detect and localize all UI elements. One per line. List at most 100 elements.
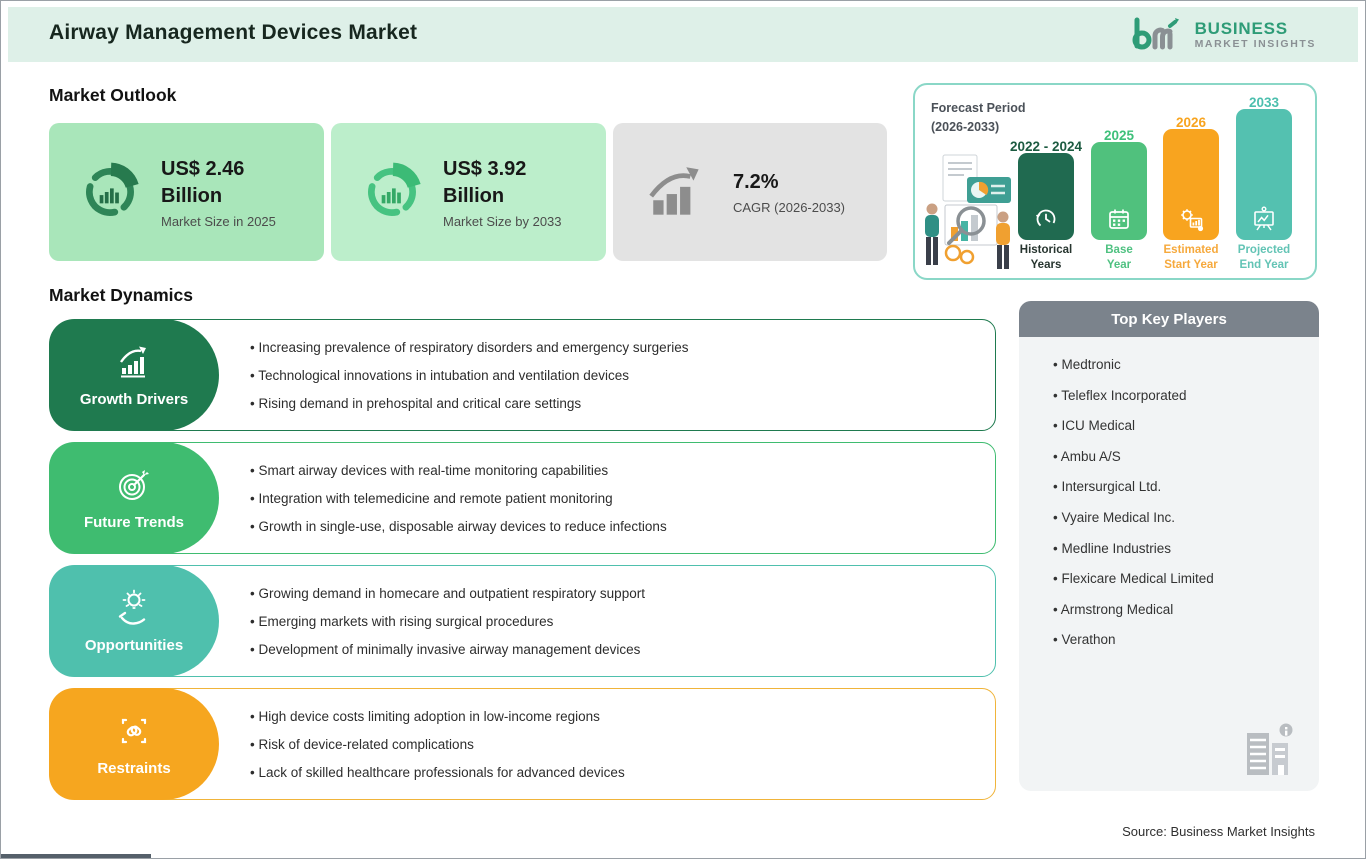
- stat-card-market-size-2033: US$ 3.92 Billion Market Size by 2033: [331, 123, 606, 261]
- header-band: Airway Management Devices Market BUSINES…: [8, 7, 1358, 62]
- bullet-item: Rising demand in prehospital and critica…: [250, 396, 981, 411]
- key-player-item: Flexicare Medical Limited: [1053, 571, 1319, 602]
- company-buildings-icon: [1247, 723, 1293, 775]
- target-icon: [119, 470, 149, 500]
- dynamics-row-opportunities: Growing demand in homecare and outpatien…: [49, 565, 996, 677]
- forecast-year-label: 2026: [1175, 115, 1207, 130]
- market-dynamics-heading: Market Dynamics: [49, 285, 193, 305]
- chain-link-icon: [121, 718, 147, 744]
- page-title: Airway Management Devices Market: [49, 21, 418, 44]
- idea-hand-icon: [118, 589, 146, 625]
- forecast-year-label: 2022 - 2024: [1009, 139, 1083, 154]
- stat-caption: CAGR (2026-2033): [733, 200, 845, 215]
- caption-line2: Years: [1030, 258, 1062, 271]
- forecast-bar-caption: Estimated Start Year: [1146, 243, 1236, 272]
- caption-line1: Base: [1105, 244, 1133, 257]
- bullet-item: Development of minimally invasive airway…: [250, 642, 981, 657]
- brand-line2: MARKET INSIGHTS: [1194, 37, 1316, 50]
- key-player-item: ICU Medical: [1053, 418, 1319, 449]
- dynamics-row-restraints: High device costs limiting adoption in l…: [49, 688, 996, 800]
- forecast-bar-caption: Projected End Year: [1219, 243, 1309, 272]
- caption-line1: Estimated: [1163, 244, 1219, 257]
- caption-line2: Year: [1106, 258, 1132, 271]
- key-player-item: Medtronic: [1053, 357, 1319, 388]
- stat-value-line1: 7.2%: [733, 171, 779, 193]
- bullet-item: Increasing prevalence of respiratory dis…: [250, 340, 981, 355]
- opportunities-bullets: Growing demand in homecare and outpatien…: [129, 565, 996, 677]
- forecast-bar-caption: Historical Years: [1001, 243, 1091, 272]
- calendar-icon: [1109, 209, 1129, 229]
- top-key-players-heading: Top Key Players: [1019, 301, 1319, 337]
- forecast-label-line2: (2026-2033): [931, 119, 1000, 134]
- section-label: Growth Drivers: [79, 391, 189, 408]
- future-trends-bullets: Smart airway devices with real-time moni…: [129, 442, 996, 554]
- brand-wordmark: BUSINESS MARKET INSIGHTS: [1195, 20, 1316, 50]
- stat-text: 7.2% CAGR (2026-2033): [733, 169, 845, 215]
- forecast-bar-historical: [1018, 153, 1074, 240]
- restraints-bullets: High device costs limiting adoption in l…: [129, 688, 996, 800]
- forecast-bar-caption: Base Year: [1074, 243, 1164, 272]
- key-player-item: Armstrong Medical: [1053, 602, 1319, 633]
- history-clock-icon: [1036, 209, 1056, 229]
- caption-line2: Start Year: [1164, 258, 1218, 271]
- forecast-period-panel: Forecast Period (2026-2033) 2022 - 2024: [913, 83, 1317, 280]
- stat-caption: Market Size by 2033: [443, 213, 562, 229]
- stat-caption: Market Size in 2025: [161, 213, 276, 229]
- key-players-list: Medtronic Teleflex Incorporated ICU Medi…: [1053, 357, 1319, 663]
- key-player-item: Teleflex Incorporated: [1053, 388, 1319, 419]
- bullet-item: Growing demand in homecare and outpatien…: [250, 586, 981, 601]
- stat-text: US$ 3.92 Billion Market Size by 2033: [443, 156, 562, 229]
- key-player-item: Verathon: [1053, 632, 1319, 663]
- caption-line1: Projected: [1237, 244, 1291, 257]
- bullet-item: High device costs limiting adoption in l…: [250, 709, 981, 724]
- key-player-item: Medline Industries: [1053, 541, 1319, 572]
- bullet-item: Risk of device-related complications: [250, 737, 981, 752]
- bullet-item: Lack of skilled healthcare professionals…: [250, 765, 981, 780]
- forecast-bar-projected: [1236, 109, 1292, 240]
- key-player-item: Ambu A/S: [1053, 449, 1319, 480]
- stat-value-line1: US$ 3.92: [443, 157, 527, 180]
- section-label: Opportunities: [84, 637, 184, 654]
- section-label: Future Trends: [83, 514, 184, 531]
- bullet-item: Smart airway devices with real-time moni…: [250, 463, 981, 478]
- forecast-bar-base: [1091, 142, 1147, 240]
- forecast-year-label: 2033: [1248, 95, 1280, 110]
- growth-drivers-pill: Growth Drivers: [49, 319, 219, 431]
- forecast-bar-estimated: [1163, 129, 1219, 240]
- future-trends-pill: Future Trends: [49, 442, 219, 554]
- brand-logo: BUSINESS MARKET INSIGHTS: [1129, 14, 1316, 56]
- growth-arrow-icon: [649, 167, 699, 215]
- dynamics-row-future-trends: Smart airway devices with real-time moni…: [49, 442, 996, 554]
- gear-chart-icon: [1181, 209, 1204, 232]
- stat-card-cagr: 7.2% CAGR (2026-2033): [613, 123, 887, 261]
- opportunities-pill: Opportunities: [49, 565, 219, 677]
- brand-line1: BUSINESS: [1194, 19, 1288, 39]
- key-player-item: Vyaire Medical Inc.: [1053, 510, 1319, 541]
- bmi-logo-icon: [1132, 17, 1179, 50]
- stat-value-line2: Billion: [161, 184, 223, 207]
- top-key-players-panel: Top Key Players Medtronic Teleflex Incor…: [1019, 301, 1319, 791]
- presentation-icon: [1254, 206, 1274, 231]
- section-label: Restraints: [97, 760, 171, 777]
- bottom-accent-bar: [1, 854, 151, 858]
- bullet-item: Growth in single-use, disposable airway …: [250, 519, 981, 534]
- donut-chart-icon: [368, 162, 421, 216]
- bullet-item: Technological innovations in intubation …: [250, 368, 981, 383]
- key-player-item: Intersurgical Ltd.: [1053, 479, 1319, 510]
- forecast-period-label: Forecast Period (2026-2033): [931, 99, 1025, 137]
- caption-line2: End Year: [1239, 258, 1289, 271]
- caption-line1: Historical: [1019, 244, 1073, 257]
- stat-value-line1: US$ 2.46: [161, 157, 245, 180]
- forecast-year-label: 2025: [1103, 128, 1135, 143]
- restraints-pill: Restraints: [49, 688, 219, 800]
- growth-drivers-bullets: Increasing prevalence of respiratory dis…: [129, 319, 996, 431]
- analysts-illustration: [925, 154, 1011, 269]
- source-attribution: Source: Business Market Insights: [1122, 824, 1315, 839]
- growth-chart-icon: [120, 346, 146, 378]
- stat-text: US$ 2.46 Billion Market Size in 2025: [161, 156, 276, 229]
- forecast-label-line1: Forecast Period: [931, 101, 1026, 115]
- bullet-item: Emerging markets with rising surgical pr…: [250, 614, 981, 629]
- market-outlook-heading: Market Outlook: [49, 85, 177, 105]
- dynamics-row-growth-drivers: Increasing prevalence of respiratory dis…: [49, 319, 996, 431]
